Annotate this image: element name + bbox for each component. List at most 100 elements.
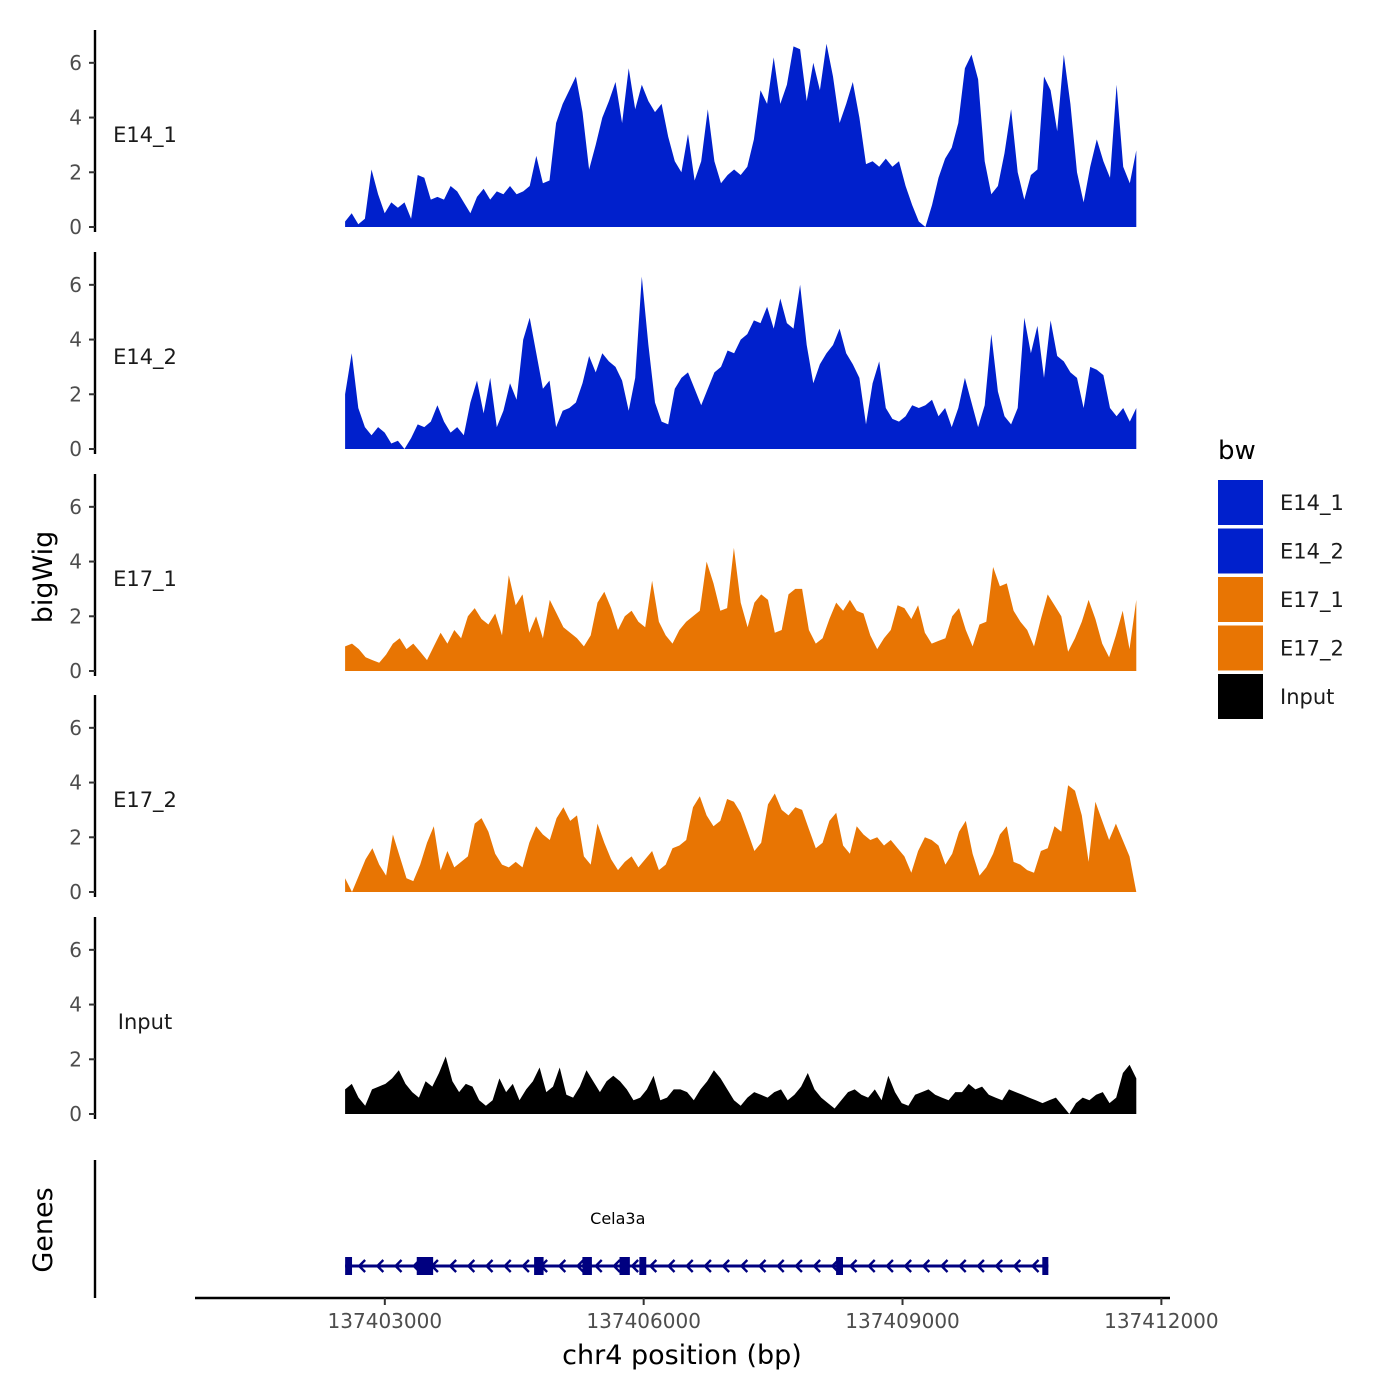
legend-label-E17_1: E17_1	[1280, 588, 1344, 613]
gene-track: Cela3a	[93, 1160, 1049, 1298]
area-E17_2	[345, 785, 1137, 892]
y-tick-label: 4	[69, 550, 82, 574]
area-Input	[345, 1056, 1137, 1114]
x-tick-label: 137403000	[328, 1309, 443, 1333]
y-tick-label: 6	[69, 716, 82, 740]
exon	[836, 1257, 843, 1275]
x-tick-label: 137406000	[586, 1309, 701, 1333]
y-tick-label: 6	[69, 938, 82, 962]
track-label-E14_1: E14_1	[113, 123, 177, 148]
y-tick-label: 2	[69, 825, 82, 849]
legend-label-E14_2: E14_2	[1280, 540, 1344, 565]
strand-arrow	[685, 1259, 694, 1273]
exon	[534, 1257, 544, 1275]
strand-arrow	[503, 1259, 512, 1273]
strand-arrow	[594, 1259, 603, 1273]
y-tick-label: 0	[69, 1102, 82, 1126]
y-tick-label: 0	[69, 215, 82, 239]
strand-arrow	[921, 1259, 931, 1273]
legend-title: bw	[1218, 436, 1256, 466]
genes-axis-title: Genes	[28, 1187, 59, 1272]
strand-arrow	[1012, 1259, 1022, 1273]
area-E17_1	[345, 547, 1137, 671]
y-tick-label: 0	[69, 437, 82, 461]
track-E17_2: 0 2 4 6 E17_2	[69, 695, 1137, 904]
strand-arrow	[484, 1259, 494, 1273]
x-axis: 137403000 137406000 137409000 137412000	[195, 1296, 1219, 1333]
y-tick-label: 6	[69, 495, 82, 519]
area-E14_1	[345, 43, 1137, 228]
strand-arrow	[521, 1259, 530, 1273]
strand-arrow	[575, 1259, 585, 1273]
track-label-E14_2: E14_2	[113, 345, 177, 370]
exon	[345, 1257, 353, 1275]
gene-name-label: Cela3a	[590, 1209, 645, 1228]
track-label-E17_1: E17_1	[113, 567, 177, 592]
track-E14_1: 0 2 4 6 E14_1	[69, 30, 1137, 239]
legend-swatch-Input	[1218, 674, 1263, 719]
strand-arrow	[848, 1259, 858, 1273]
y-tick-label: 4	[69, 993, 82, 1017]
strand-arrow	[666, 1259, 676, 1273]
exon	[639, 1257, 647, 1275]
legend-label-Input: Input	[1280, 685, 1334, 709]
strand-arrow	[867, 1259, 876, 1273]
strand-arrow	[885, 1259, 894, 1273]
strand-arrow	[466, 1259, 476, 1273]
strand-arrow	[448, 1259, 457, 1273]
y-tick-label: 2	[69, 382, 82, 406]
legend-swatch-E17_2	[1218, 625, 1263, 671]
coverage-tracks: 0 2 4 6 E14_1 0 2 4 6 E14_2 0 2 4 6 E17_1 0 2 4 6 E17_2 0 2 4 6…	[69, 30, 1137, 1126]
x-axis-title: chr4 position (bp)	[562, 1340, 802, 1371]
strand-arrow	[812, 1259, 821, 1273]
exon	[416, 1257, 434, 1275]
y-tick-label: 0	[69, 659, 82, 683]
y-tick-label: 4	[69, 328, 82, 352]
track-label-Input: Input	[118, 1010, 172, 1034]
legend-label-E17_2: E17_2	[1280, 637, 1344, 662]
y-tick-label: 0	[69, 880, 82, 904]
y-tick-label: 2	[69, 1047, 82, 1071]
strand-arrow	[903, 1259, 912, 1273]
strand-arrow	[630, 1259, 639, 1273]
track-label-E17_2: E17_2	[113, 788, 177, 813]
strand-arrow	[776, 1259, 785, 1273]
exon	[1042, 1257, 1049, 1275]
strand-arrow	[721, 1259, 730, 1273]
strand-arrow	[357, 1259, 366, 1273]
y-tick-label: 6	[69, 273, 82, 297]
legend: bw E14_1 E14_2 E17_1 E17_2 Input	[1218, 436, 1344, 719]
strand-arrow	[375, 1259, 385, 1273]
strand-arrow	[958, 1259, 967, 1273]
strand-arrow	[939, 1259, 949, 1273]
track-E17_1: 0 2 4 6 E17_1	[69, 474, 1137, 683]
strand-arrow	[757, 1259, 767, 1273]
strand-arrow	[994, 1259, 1003, 1273]
exon	[619, 1257, 630, 1275]
track-E14_2: 0 2 4 6 E14_2	[69, 252, 1137, 461]
strand-arrow	[739, 1259, 749, 1273]
x-tick-label: 137409000	[845, 1309, 960, 1333]
y-tick-label: 2	[69, 604, 82, 628]
strand-arrow	[703, 1259, 712, 1273]
strand-arrow	[976, 1259, 985, 1273]
strand-arrow	[557, 1259, 567, 1273]
strand-arrow	[648, 1259, 658, 1273]
y-tick-label: 6	[69, 51, 82, 75]
legend-label-E14_1: E14_1	[1280, 491, 1344, 516]
y-tick-label: 4	[69, 106, 82, 130]
strand-arrow	[612, 1259, 621, 1273]
legend-swatch-E17_1	[1218, 577, 1263, 622]
area-E14_2	[345, 276, 1137, 449]
legend-swatch-E14_1	[1218, 480, 1263, 525]
exon	[582, 1257, 592, 1275]
strand-arrow	[794, 1259, 803, 1273]
x-tick-label: 137412000	[1104, 1309, 1219, 1333]
strand-arrow	[393, 1259, 403, 1273]
y-tick-label: 2	[69, 160, 82, 184]
y-axis-title: bigWig	[28, 531, 59, 624]
legend-swatch-E14_2	[1218, 528, 1263, 574]
y-tick-label: 4	[69, 771, 82, 795]
strand-arrow	[1030, 1259, 1040, 1273]
